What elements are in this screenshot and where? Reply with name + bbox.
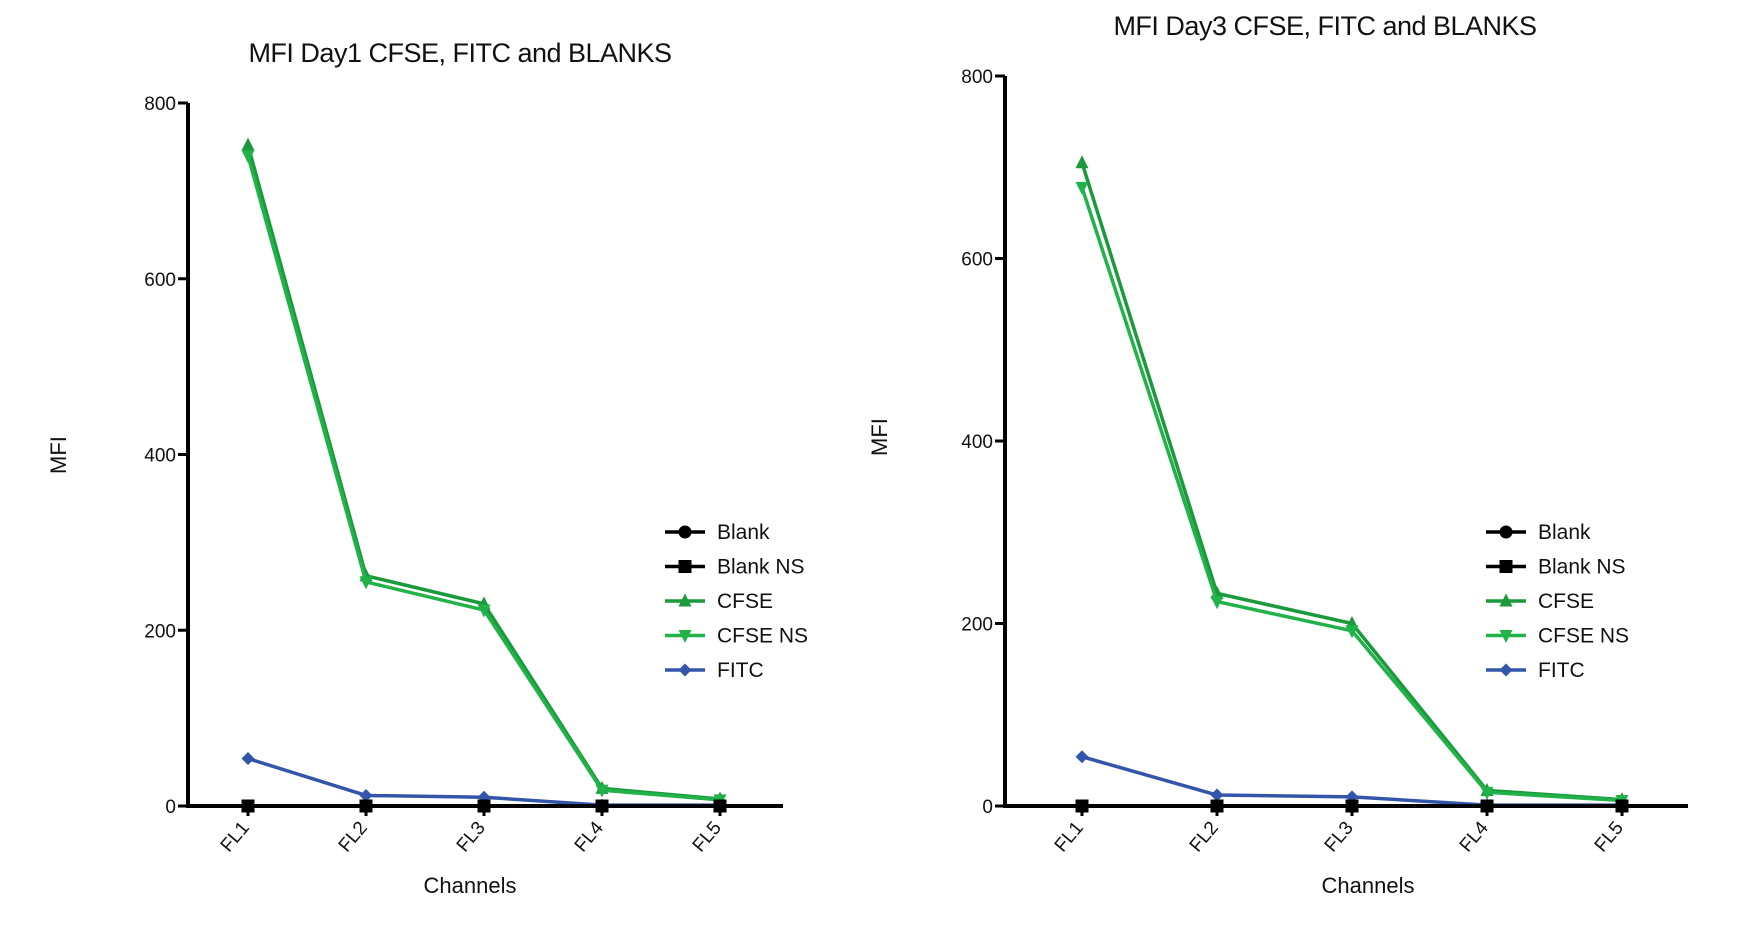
x-tick-label: FL4 <box>1456 817 1493 856</box>
x-tick-label: FL1 <box>217 818 254 857</box>
legend-marker <box>678 663 692 677</box>
legend-label: CFSE NS <box>717 625 808 648</box>
data-point <box>241 150 255 164</box>
data-point <box>595 799 609 813</box>
y-tick-label: 200 <box>144 621 176 642</box>
legend: Blank Blank NS CFSE CFSE NS FITC <box>1486 521 1629 682</box>
series-cfse-ns <box>1075 181 1629 809</box>
data-point <box>1075 181 1089 195</box>
data-point <box>359 576 373 590</box>
data-point <box>359 788 373 802</box>
data-point <box>241 799 255 813</box>
series-line <box>1080 186 1623 803</box>
chart-title: MFI Day3 CFSE, FITC and BLANKS <box>1113 11 1536 41</box>
legend-item: Blank <box>1486 521 1591 544</box>
data-point <box>713 799 727 813</box>
data-point <box>595 784 609 798</box>
legend-marker <box>678 593 692 607</box>
legend-label: Blank NS <box>717 556 805 579</box>
y-tick-label: 800 <box>961 67 993 88</box>
chart-1: MFI Day1 CFSE, FITC and BLANKS MFI Channel… <box>46 38 808 898</box>
legend-item: Blank <box>665 521 770 544</box>
data-point <box>1480 786 1494 800</box>
data-point <box>1075 750 1089 764</box>
series-cfse <box>1075 155 1629 806</box>
legend-marker <box>678 525 692 539</box>
x-tick-label: FL5 <box>689 818 726 857</box>
y-tick-label: 600 <box>961 250 993 271</box>
series-line <box>246 144 721 801</box>
data-point <box>1615 799 1629 813</box>
legend-label: FITC <box>717 659 764 682</box>
data-point <box>477 604 491 618</box>
series-cfse-ns <box>241 150 727 808</box>
chart-title: MFI Day1 CFSE, FITC and BLANKS <box>248 38 671 68</box>
x-axis-label: Channels <box>1322 873 1415 898</box>
legend-label: CFSE NS <box>1538 625 1629 648</box>
data-point <box>1075 799 1089 813</box>
chart-2: MFI Day3 CFSE, FITC and BLANKS MFI Channel… <box>867 11 1688 898</box>
y-tick-label: 0 <box>165 797 176 818</box>
x-tick-label: FL5 <box>1591 818 1628 857</box>
legend-marker <box>1499 525 1513 539</box>
legend-item: CFSE <box>1486 590 1594 613</box>
legend-marker <box>1499 663 1513 677</box>
series-line <box>1080 162 1623 802</box>
y-axis-label: MFI <box>867 418 892 456</box>
y-tick-label: 400 <box>961 432 993 453</box>
y-axis-label: MFI <box>46 436 71 474</box>
y-tick-label: 800 <box>144 94 176 115</box>
legend-label: Blank <box>717 521 770 544</box>
legend-item: CFSE NS <box>1486 625 1629 648</box>
legend-label: Blank NS <box>1538 556 1626 579</box>
y-tick-label: 200 <box>961 615 993 636</box>
data-point <box>359 799 373 813</box>
legend-marker <box>678 630 692 643</box>
data-point <box>1345 625 1359 639</box>
legend-item: Blank NS <box>665 556 805 579</box>
legend-item: CFSE <box>665 590 773 613</box>
data-point <box>477 799 491 813</box>
x-tick-label: FL2 <box>335 818 372 857</box>
legend-marker <box>1499 560 1513 573</box>
y-tick-label: 400 <box>144 446 176 467</box>
legend-item: Blank NS <box>1486 556 1626 579</box>
data-point <box>1345 799 1359 813</box>
data-point <box>241 752 255 766</box>
x-axis-label: Channels <box>424 873 517 898</box>
legend-label: CFSE <box>717 590 773 613</box>
y-tick-label: 0 <box>982 797 993 818</box>
legend-label: CFSE <box>1538 590 1594 613</box>
x-tick-label: FL4 <box>571 817 608 856</box>
data-point <box>1210 596 1224 610</box>
legend-item: FITC <box>665 659 764 682</box>
legend-marker <box>678 560 692 573</box>
data-point <box>1210 799 1224 813</box>
x-tick-label: FL3 <box>1321 818 1358 857</box>
legend-item: FITC <box>1486 659 1585 682</box>
data-point <box>1210 788 1224 802</box>
x-tick-label: FL2 <box>1186 818 1223 857</box>
data-point <box>241 137 255 151</box>
y-tick-label: 600 <box>144 270 176 291</box>
legend-item: CFSE NS <box>665 625 808 648</box>
data-point <box>1075 155 1089 169</box>
x-tick-label: FL1 <box>1051 818 1088 857</box>
x-tick-label: FL3 <box>453 818 490 857</box>
legend-label: FITC <box>1538 659 1585 682</box>
legend-marker <box>1499 630 1513 643</box>
series-blank-ns <box>241 799 727 813</box>
data-point <box>1480 799 1494 813</box>
series-line <box>246 155 721 802</box>
legend: Blank Blank NS CFSE CFSE NS FITC <box>665 521 808 682</box>
legend-label: Blank <box>1538 521 1591 544</box>
legend-marker <box>1499 593 1513 607</box>
series-cfse <box>241 137 727 805</box>
series-blank-ns <box>1075 799 1629 813</box>
